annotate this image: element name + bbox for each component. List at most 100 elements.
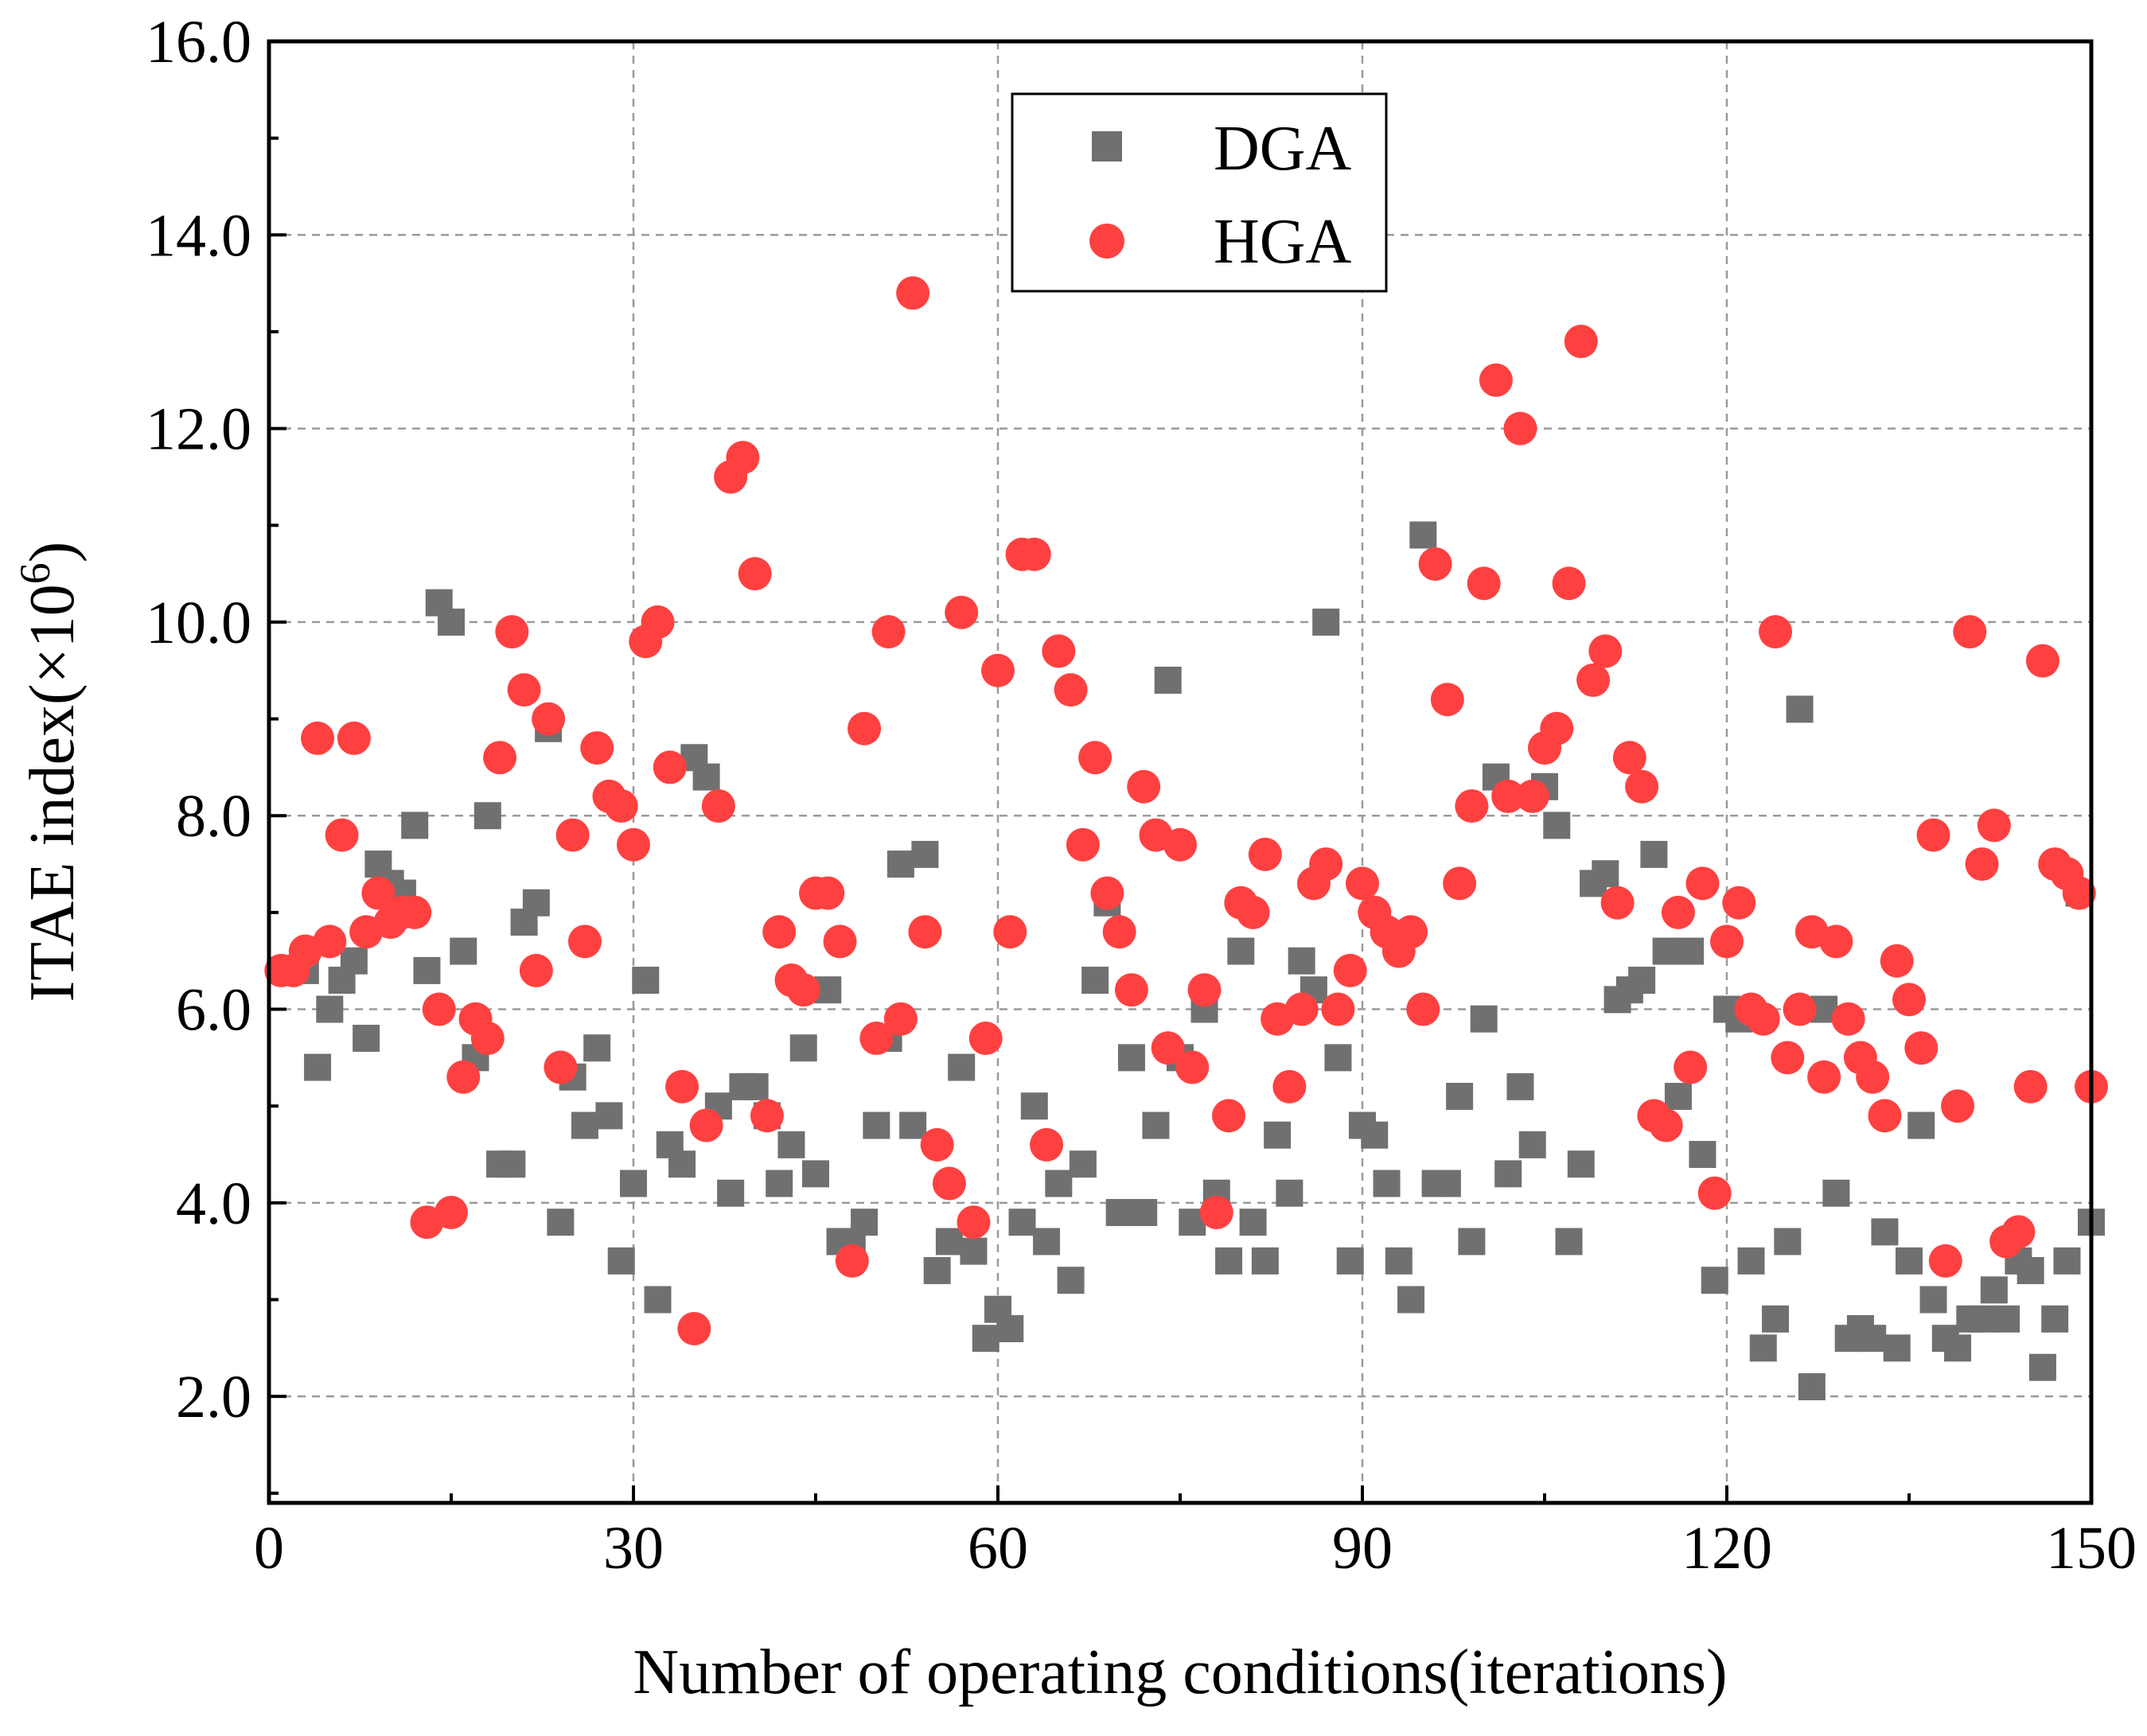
legend-dga-marker <box>1092 131 1122 162</box>
hga-point <box>1916 818 1950 852</box>
hga-point <box>1710 924 1744 959</box>
hga-point <box>653 750 687 784</box>
hga-point <box>1042 634 1076 668</box>
dga-point <box>304 1053 332 1081</box>
dga-point <box>340 947 368 975</box>
dga-point <box>1543 812 1571 839</box>
x-tick-label: 0 <box>254 1515 284 1582</box>
dga-point <box>1689 1141 1716 1169</box>
hga-point <box>957 1205 991 1240</box>
dga-point <box>1822 1179 1850 1207</box>
dga-point <box>972 1325 999 1353</box>
dga-point <box>450 937 477 965</box>
dga-point <box>607 1247 635 1275</box>
y-axis-title: ITAE index(×106) <box>11 542 88 1002</box>
dga-point <box>802 1160 829 1188</box>
dga-point <box>1227 937 1255 965</box>
series-hga <box>264 276 2108 1346</box>
hga-point <box>1430 683 1464 717</box>
hga-point <box>1941 1089 1975 1123</box>
dga-point <box>1506 1072 1534 1100</box>
dga-point <box>316 995 344 1023</box>
dga-point <box>1592 860 1619 888</box>
hga-point <box>1151 1031 1185 1065</box>
hga-point <box>726 441 760 475</box>
hga-point <box>1321 992 1355 1026</box>
dga-point <box>1907 1111 1935 1139</box>
hga-point <box>1564 325 1598 359</box>
hga-point <box>1540 711 1574 745</box>
dga-point <box>766 1170 793 1197</box>
hga-point <box>1819 924 1853 959</box>
dga-point <box>741 1072 769 1100</box>
dga-point <box>644 1286 672 1314</box>
hga-point <box>1685 866 1720 901</box>
hga-point <box>1503 411 1537 446</box>
y-tick-label: 6.0 <box>176 977 251 1044</box>
hga-point <box>1030 1127 1064 1162</box>
dga-point <box>1154 666 1182 694</box>
dga-point <box>1762 1305 1790 1333</box>
dga-point <box>1993 1305 2020 1333</box>
hga-point <box>1066 827 1100 862</box>
hga-point <box>1807 1060 1841 1094</box>
dga-point <box>668 1150 696 1178</box>
hga-point <box>1394 915 1428 949</box>
dga-point <box>522 889 550 917</box>
dga-point <box>1749 1334 1777 1362</box>
hga-point <box>859 1022 894 1056</box>
y-tick-label: 4.0 <box>176 1170 251 1237</box>
dga-point <box>1555 1228 1583 1255</box>
hga-point <box>1127 769 1161 804</box>
dga-point <box>595 1102 623 1130</box>
hga-point <box>1600 886 1635 920</box>
hga-point <box>993 915 1027 949</box>
hga-point <box>604 789 638 823</box>
dga-point <box>473 802 501 830</box>
hga-point <box>871 615 906 649</box>
dga-point <box>401 812 429 839</box>
hga-point <box>422 992 456 1026</box>
dga-point <box>1664 1083 1692 1111</box>
hga-point <box>1199 1196 1233 1230</box>
dga-point <box>935 1228 963 1255</box>
dga-point <box>1458 1228 1486 1255</box>
hga-point <box>483 741 517 775</box>
dga-point <box>1944 1334 1972 1362</box>
hga-point <box>1588 634 1623 668</box>
hga-point <box>1284 992 1319 1026</box>
hga-point <box>470 1022 505 1056</box>
hga-point <box>1661 895 1695 929</box>
hga-point <box>1114 973 1148 1007</box>
dga-point <box>1385 1247 1412 1275</box>
y-tick-label: 2.0 <box>176 1364 251 1430</box>
dga-point <box>571 1111 598 1139</box>
dga-point <box>1737 1247 1765 1275</box>
hga-point <box>1272 1069 1307 1103</box>
hga-point <box>1576 663 1611 697</box>
dga-point <box>789 1034 817 1062</box>
dga-point <box>620 1170 647 1197</box>
dga-point <box>2053 1247 2081 1275</box>
dga-point <box>1117 1044 1145 1072</box>
dga-point <box>1896 1247 1923 1275</box>
y-tick-label: 16.0 <box>146 9 251 76</box>
hga-point <box>495 615 529 649</box>
y-axis-title-close: ) <box>18 542 88 563</box>
hga-point <box>361 876 396 910</box>
hga-point <box>750 1099 784 1133</box>
hga-point <box>1515 779 1549 813</box>
dga-point <box>1433 1170 1461 1197</box>
hga-point <box>313 924 347 959</box>
hga-point <box>1455 789 1489 823</box>
y-ticks: 2.0 4.0 6.0 8.0 10.0 12.0 14.0 16.0 <box>146 9 286 1495</box>
dga-point <box>1409 521 1437 549</box>
hga-point <box>519 953 553 987</box>
dga-point <box>1045 1170 1073 1197</box>
hga-point <box>1406 992 1440 1026</box>
dga-point <box>632 967 660 995</box>
legend-hga-label: HGA <box>1214 207 1352 277</box>
dga-point <box>1033 1228 1061 1255</box>
hga-point <box>1612 741 1646 775</box>
